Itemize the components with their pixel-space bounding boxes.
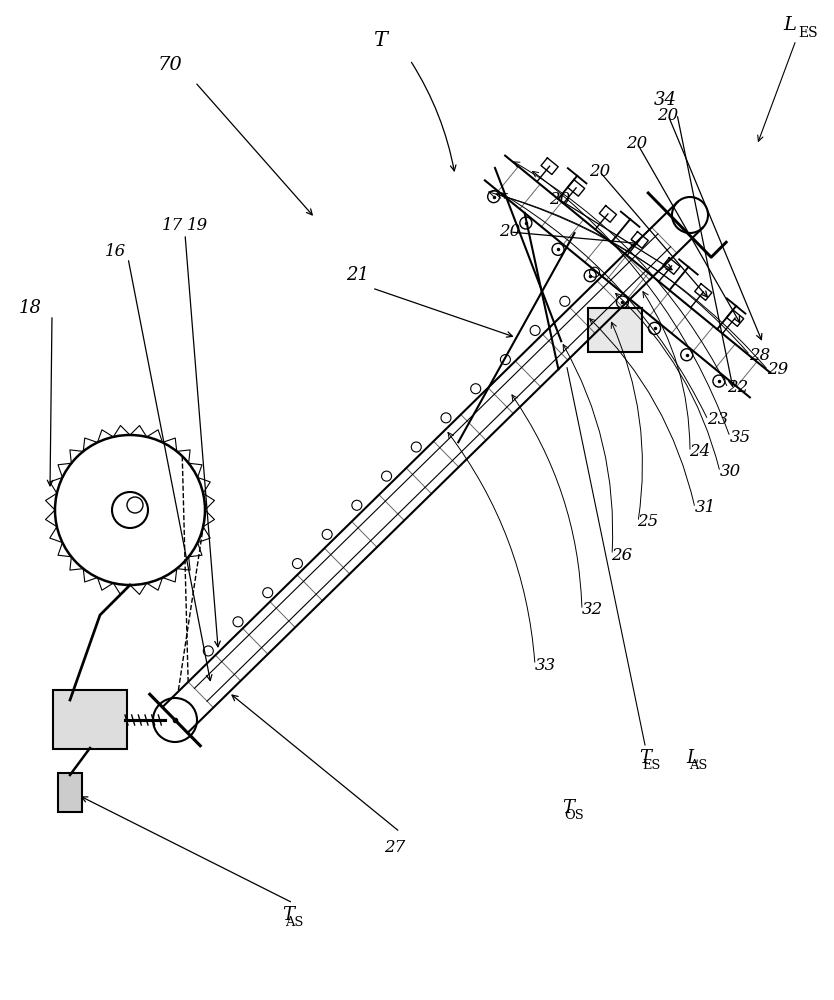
Text: 24: 24 bbox=[690, 444, 711, 460]
Text: 30: 30 bbox=[720, 464, 741, 481]
Text: 20: 20 bbox=[500, 224, 520, 240]
Text: 18: 18 bbox=[18, 299, 42, 317]
Text: 70: 70 bbox=[158, 56, 183, 74]
Text: 33: 33 bbox=[535, 656, 555, 674]
Text: 20: 20 bbox=[657, 106, 679, 123]
Text: 23: 23 bbox=[707, 412, 729, 428]
Text: 32: 32 bbox=[581, 601, 603, 618]
Text: 28: 28 bbox=[750, 347, 771, 363]
Text: L: L bbox=[686, 749, 698, 767]
Text: 21: 21 bbox=[346, 266, 369, 284]
Text: AS: AS bbox=[690, 759, 708, 772]
Text: AS: AS bbox=[285, 916, 304, 929]
Text: 29: 29 bbox=[767, 361, 789, 378]
Text: 31: 31 bbox=[695, 499, 716, 516]
Text: T: T bbox=[639, 749, 651, 767]
Text: L: L bbox=[783, 16, 796, 34]
Text: 20: 20 bbox=[590, 163, 610, 180]
FancyBboxPatch shape bbox=[58, 773, 82, 812]
Text: 22: 22 bbox=[727, 379, 749, 396]
Text: 20: 20 bbox=[626, 134, 648, 151]
Text: 34: 34 bbox=[654, 91, 676, 109]
Text: 27: 27 bbox=[384, 840, 405, 856]
Text: 20: 20 bbox=[550, 192, 570, 209]
Text: T: T bbox=[373, 30, 387, 49]
Text: 25: 25 bbox=[637, 514, 659, 530]
Text: T: T bbox=[562, 799, 574, 817]
Text: ES: ES bbox=[798, 26, 818, 40]
Text: 35: 35 bbox=[730, 428, 751, 446]
Text: 16: 16 bbox=[104, 243, 126, 260]
Text: 17: 17 bbox=[161, 217, 183, 233]
Text: T: T bbox=[282, 906, 294, 924]
Text: 19: 19 bbox=[186, 217, 208, 233]
FancyBboxPatch shape bbox=[53, 690, 127, 749]
Text: OS: OS bbox=[565, 809, 585, 822]
Text: ES: ES bbox=[642, 759, 661, 772]
Text: 26: 26 bbox=[611, 546, 633, 564]
FancyBboxPatch shape bbox=[588, 308, 642, 352]
